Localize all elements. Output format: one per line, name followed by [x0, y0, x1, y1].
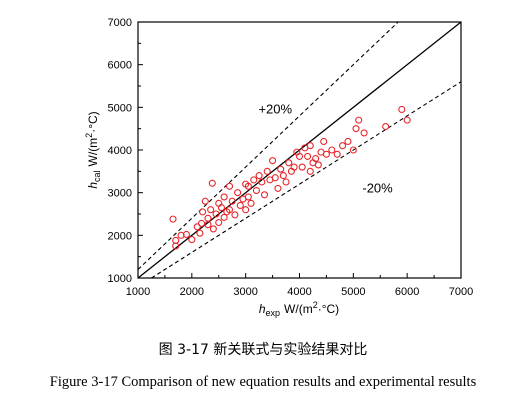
- data-point: [382, 122, 390, 131]
- data-point: [204, 214, 212, 222]
- annotations: +20% -20%: [258, 102, 393, 196]
- data-point: [279, 172, 287, 180]
- data-point: [255, 172, 263, 180]
- data-point: [196, 229, 204, 237]
- data-point: [328, 146, 336, 154]
- scatter-chart: 1000 2000 3000 4000 5000 6000 7000 1000 2000 3000…: [84, 17, 474, 318]
- data-point: [333, 150, 341, 158]
- x-tick-label: 6000: [395, 286, 419, 298]
- data-point: [298, 163, 306, 171]
- data-point: [228, 197, 236, 205]
- data-point: [212, 210, 220, 218]
- minus-20-percent-line: [151, 81, 462, 279]
- data-point: [208, 179, 216, 187]
- y-tick-label: 5000: [108, 102, 132, 114]
- data-point: [322, 150, 330, 158]
- data-point: [349, 146, 357, 154]
- data-point: [306, 142, 314, 150]
- x-tick-label: 3000: [233, 286, 257, 298]
- data-point: [285, 159, 293, 167]
- data-point: [231, 211, 239, 219]
- data-point: [244, 182, 252, 190]
- data-point: [215, 218, 223, 227]
- y-tick-label: 2000: [108, 230, 132, 242]
- y-tick-label: 6000: [108, 60, 132, 72]
- data-point: [204, 221, 212, 229]
- data-point: [314, 161, 322, 169]
- x-tick-label: 4000: [287, 286, 311, 298]
- x-tick-label: 7000: [449, 286, 473, 298]
- y-axis-title: hcalW/(m2·°C): [84, 111, 102, 188]
- y-tick-label: 7000: [108, 17, 132, 29]
- data-point: [290, 163, 298, 171]
- band-annotation: -20%: [362, 181, 393, 196]
- data-point: [201, 197, 209, 205]
- data-point: [250, 176, 258, 184]
- data-point: [344, 137, 352, 146]
- data-point: [258, 178, 266, 186]
- data-point: [234, 189, 242, 197]
- y-tick-label: 3000: [108, 188, 132, 200]
- data-point: [244, 193, 252, 201]
- data-point: [320, 137, 328, 146]
- data-point: [277, 165, 285, 173]
- band-annotation: +20%: [258, 102, 292, 117]
- data-point: [169, 215, 177, 223]
- data-point: [220, 193, 228, 201]
- data-point: [355, 116, 363, 124]
- data-point: [269, 157, 277, 165]
- data-point: [197, 219, 206, 227]
- data-point: [295, 152, 304, 160]
- data-point: [236, 201, 244, 210]
- data-point: [209, 225, 217, 233]
- data-point: [274, 184, 282, 192]
- data-point: [260, 191, 269, 199]
- data-point: [193, 223, 201, 231]
- figure-caption-english: Figure 3-17 Comparison of new equation r…: [49, 374, 477, 390]
- data-point: [242, 206, 250, 214]
- data-point: [271, 174, 279, 182]
- data-point: [207, 206, 215, 214]
- axis-ticks: 1000 2000 3000 4000 5000 6000 7000 1000 2000 3000…: [108, 17, 474, 298]
- y-tick-label: 4000: [108, 145, 132, 157]
- data-point: [199, 208, 207, 216]
- data-point: [306, 167, 314, 175]
- data-point: [220, 213, 228, 221]
- data-point: [225, 182, 234, 190]
- data-point: [282, 178, 290, 186]
- data-point: [225, 206, 234, 214]
- y-tick-label: 1000: [108, 273, 132, 285]
- data-point: [247, 199, 255, 207]
- x-tick-label: 2000: [180, 286, 204, 298]
- x-axis-title: hexp W/(m2·°C): [259, 300, 339, 318]
- data-point: [403, 116, 411, 124]
- x-tick-label: 5000: [341, 286, 365, 298]
- data-point: [172, 236, 180, 245]
- data-point: [398, 105, 406, 114]
- data-point: [312, 154, 320, 163]
- data-point: [188, 236, 196, 244]
- data-point: [352, 125, 360, 133]
- figure-caption-chinese: 图 3-17 新关联式与实验结果对比: [158, 342, 368, 358]
- data-point: [263, 167, 271, 175]
- data-point: [339, 142, 347, 150]
- data-point: [217, 204, 225, 212]
- data-point: [182, 230, 190, 239]
- data-point: [360, 129, 368, 137]
- plus-20-percent-line: [137, 21, 399, 270]
- data-points: [169, 105, 411, 250]
- x-tick-label: 1000: [126, 286, 150, 298]
- data-point: [252, 186, 260, 195]
- data-point: [304, 152, 312, 160]
